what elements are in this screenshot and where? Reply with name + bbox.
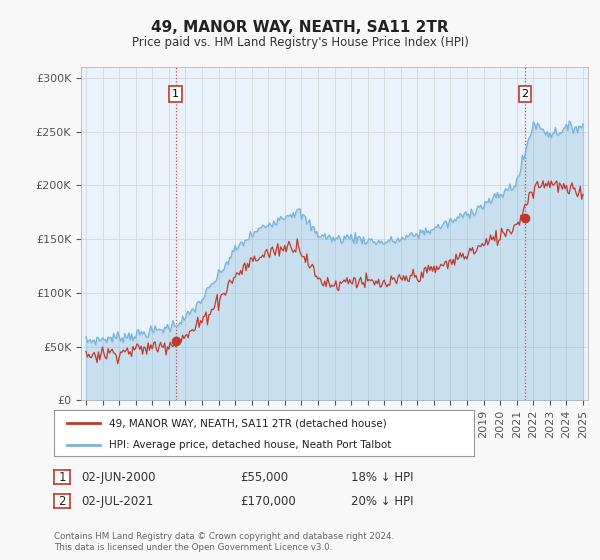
Text: £55,000: £55,000 [240, 470, 288, 484]
Text: 2: 2 [521, 89, 529, 99]
Text: Price paid vs. HM Land Registry's House Price Index (HPI): Price paid vs. HM Land Registry's House … [131, 36, 469, 49]
Text: £170,000: £170,000 [240, 494, 296, 508]
Text: 20% ↓ HPI: 20% ↓ HPI [351, 494, 413, 508]
Text: 1: 1 [58, 470, 66, 484]
Text: 02-JUN-2000: 02-JUN-2000 [81, 470, 155, 484]
Text: 2: 2 [58, 494, 66, 508]
Text: HPI: Average price, detached house, Neath Port Talbot: HPI: Average price, detached house, Neat… [109, 440, 391, 450]
Text: 1: 1 [172, 89, 179, 99]
Text: 02-JUL-2021: 02-JUL-2021 [81, 494, 153, 508]
Text: 49, MANOR WAY, NEATH, SA11 2TR (detached house): 49, MANOR WAY, NEATH, SA11 2TR (detached… [109, 418, 386, 428]
Text: 18% ↓ HPI: 18% ↓ HPI [351, 470, 413, 484]
Text: Contains HM Land Registry data © Crown copyright and database right 2024.
This d: Contains HM Land Registry data © Crown c… [54, 533, 394, 552]
Text: 49, MANOR WAY, NEATH, SA11 2TR: 49, MANOR WAY, NEATH, SA11 2TR [151, 20, 449, 35]
